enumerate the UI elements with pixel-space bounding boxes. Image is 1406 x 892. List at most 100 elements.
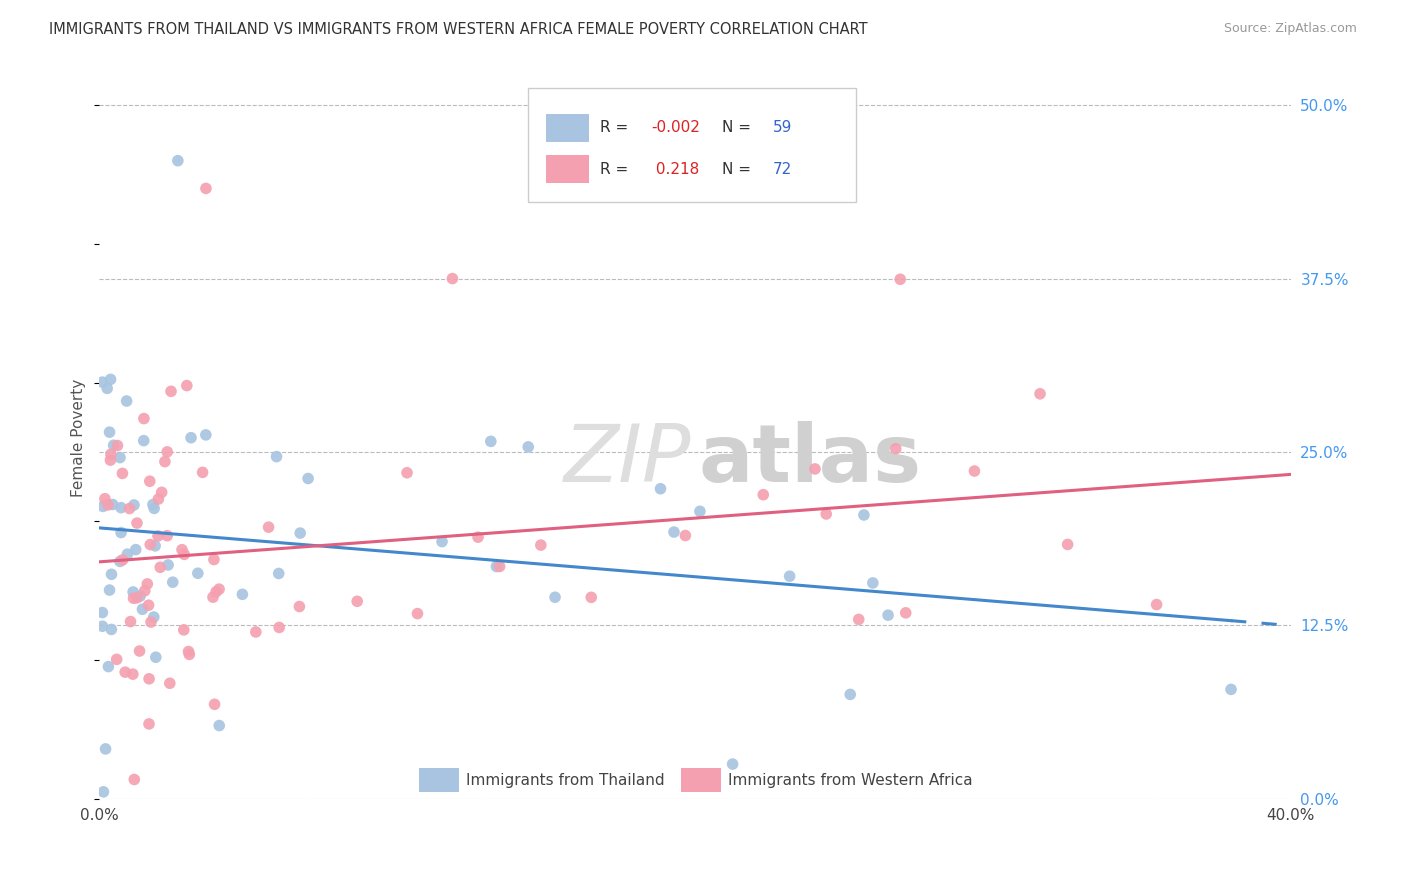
Point: [779, 569, 801, 583]
Point: [1056, 537, 1078, 551]
Text: 0.218: 0.218: [651, 161, 699, 177]
Point: [103, 438, 125, 452]
Text: R =: R =: [600, 120, 633, 136]
Point: [117, 547, 139, 561]
Text: ZIP: ZIP: [564, 421, 692, 499]
Point: [257, 520, 280, 534]
Text: IMMIGRANTS FROM THAILAND VS IMMIGRANTS FROM WESTERN AFRICA FEMALE POVERTY CORREL: IMMIGRANTS FROM THAILAND VS IMMIGRANTS F…: [49, 22, 868, 37]
Point: [395, 466, 418, 480]
Point: [406, 607, 429, 621]
Point: [128, 644, 150, 658]
Point: [517, 440, 540, 454]
Point: [752, 488, 775, 502]
Point: [100, 453, 122, 467]
Point: [131, 602, 153, 616]
Point: [204, 698, 226, 712]
Point: [125, 591, 148, 605]
Point: [91, 606, 114, 620]
Point: [530, 538, 553, 552]
Point: [159, 676, 181, 690]
FancyBboxPatch shape: [546, 113, 589, 143]
Point: [1220, 682, 1243, 697]
Point: [963, 464, 986, 478]
Point: [91, 500, 114, 514]
Point: [721, 757, 744, 772]
Point: [143, 501, 166, 516]
Point: [97, 659, 120, 673]
Point: [884, 442, 907, 456]
Point: [146, 529, 169, 543]
Point: [98, 425, 121, 439]
Point: [139, 615, 162, 629]
Text: N =: N =: [723, 161, 756, 177]
Point: [108, 450, 131, 465]
Point: [122, 591, 145, 606]
Point: [804, 462, 827, 476]
Point: [245, 624, 267, 639]
Point: [581, 591, 603, 605]
FancyBboxPatch shape: [681, 769, 721, 791]
Text: atlas: atlas: [699, 421, 922, 499]
Point: [132, 411, 155, 425]
Point: [110, 500, 132, 515]
Point: [143, 539, 166, 553]
Point: [142, 498, 165, 512]
Point: [138, 717, 160, 731]
Point: [122, 585, 145, 599]
Point: [100, 372, 122, 386]
Text: 59: 59: [772, 120, 792, 136]
Point: [346, 594, 368, 608]
Point: [202, 552, 225, 566]
Point: [430, 534, 453, 549]
Point: [134, 583, 156, 598]
FancyBboxPatch shape: [419, 769, 460, 791]
Point: [894, 606, 917, 620]
Point: [149, 560, 172, 574]
Point: [91, 375, 114, 389]
Point: [120, 615, 142, 629]
Point: [93, 785, 115, 799]
Point: [267, 566, 290, 581]
Text: Source: ZipAtlas.com: Source: ZipAtlas.com: [1223, 22, 1357, 36]
Point: [122, 667, 145, 681]
Text: Immigrants from Thailand: Immigrants from Thailand: [467, 772, 665, 788]
Point: [139, 538, 162, 552]
Text: -0.002: -0.002: [651, 120, 700, 136]
Point: [107, 439, 129, 453]
Point: [848, 612, 870, 626]
Point: [177, 644, 200, 658]
Point: [180, 431, 202, 445]
Point: [839, 687, 862, 701]
Point: [142, 610, 165, 624]
Point: [94, 742, 117, 756]
Y-axis label: Female Poverty: Female Poverty: [72, 379, 86, 497]
Point: [201, 590, 224, 604]
Point: [467, 530, 489, 544]
Point: [115, 394, 138, 409]
Point: [173, 623, 195, 637]
Point: [166, 153, 188, 168]
Point: [114, 665, 136, 680]
Point: [156, 529, 179, 543]
Point: [96, 381, 118, 395]
Point: [441, 271, 464, 285]
Point: [1146, 598, 1168, 612]
Point: [689, 504, 711, 518]
Point: [479, 434, 502, 449]
Point: [194, 181, 217, 195]
Point: [108, 554, 131, 568]
Point: [129, 589, 152, 603]
Point: [673, 528, 696, 542]
Point: [100, 623, 122, 637]
Text: 72: 72: [772, 161, 792, 177]
Point: [288, 599, 311, 614]
Point: [98, 583, 121, 598]
Point: [148, 491, 170, 506]
Text: R =: R =: [600, 161, 633, 177]
Point: [544, 591, 567, 605]
Point: [111, 553, 134, 567]
Point: [179, 648, 201, 662]
Point: [290, 526, 312, 541]
Point: [662, 524, 685, 539]
Point: [173, 547, 195, 561]
